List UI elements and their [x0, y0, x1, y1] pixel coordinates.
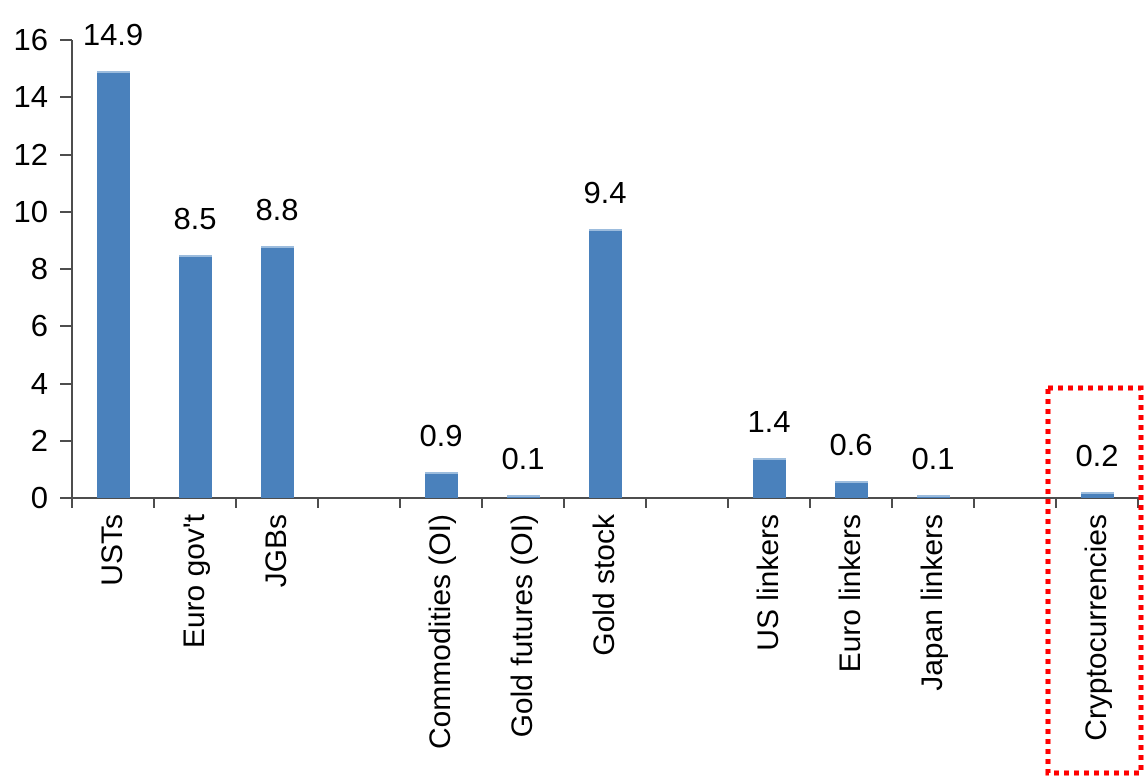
x-axis-tick [71, 498, 73, 508]
bar-us-linkers [752, 457, 786, 498]
x-axis-line [71, 497, 1139, 499]
y-axis-tick [60, 153, 72, 156]
bar-value-label: 9.4 [583, 174, 627, 210]
y-axis-line [71, 40, 73, 499]
bar-commodities-oi [424, 472, 458, 498]
y-axis-tick [60, 439, 72, 442]
x-axis-tick [891, 498, 893, 508]
bar-euro-linkers [834, 480, 868, 498]
category-label-gold-stock: Gold stock [588, 514, 621, 656]
y-axis-tick [60, 497, 72, 499]
x-axis-tick [399, 498, 401, 508]
y-axis-tick [60, 96, 72, 99]
bar-jgbs [260, 246, 294, 498]
category-label-japan-linkers: Japan linkers [916, 514, 949, 691]
category-label-cryptocurrencies: Cryptocurrencies [1080, 514, 1113, 741]
category-label-euro-gov-t: Euro gov't [178, 514, 211, 649]
category-label-jgbs: JGBs [260, 514, 293, 588]
y-axis-tick-label: 4 [30, 365, 48, 401]
x-axis-tick [973, 498, 975, 508]
bar-value-label: 14.9 [82, 17, 144, 53]
category-label-euro-linkers: Euro linkers [834, 514, 867, 673]
y-axis-tick-label: 8 [30, 251, 48, 286]
category-label-commodities-oi: Commodities (OI) [424, 514, 457, 750]
x-axis-tick [317, 498, 319, 508]
x-axis-tick [481, 498, 483, 508]
bar-value-label: 0.2 [1075, 438, 1119, 474]
y-axis-tick [60, 210, 72, 213]
bar-japan-linkers [916, 495, 950, 498]
y-axis-tick [60, 268, 72, 270]
category-label-usts: USTs [96, 514, 129, 586]
x-axis-tick [1137, 498, 1139, 508]
y-axis-tick-label: 0 [30, 480, 48, 515]
y-axis-tick-label: 10 [13, 193, 48, 229]
bar-gold-futures-oi [506, 495, 540, 498]
x-axis-tick [1055, 498, 1057, 508]
bar-value-label: 0.1 [911, 441, 955, 477]
bar-value-label: 0.1 [501, 441, 545, 477]
y-axis-tick [60, 39, 72, 41]
y-axis-tick [60, 325, 72, 328]
bar-value-label: 1.4 [747, 403, 791, 439]
bar-value-label: 0.9 [419, 418, 463, 454]
category-label-us-linkers: US linkers [752, 514, 785, 651]
x-axis-tick [235, 498, 237, 508]
x-axis-tick [809, 498, 811, 508]
bar-value-label: 0.6 [829, 426, 873, 462]
bar-usts [96, 71, 130, 498]
x-axis-tick [727, 498, 729, 508]
x-axis-tick [563, 498, 565, 508]
y-axis-tick-label: 14 [13, 79, 48, 115]
x-axis-tick [153, 498, 155, 508]
y-axis-tick-label: 12 [13, 136, 48, 172]
y-axis-tick-label: 2 [30, 422, 48, 458]
bar-value-label: 8.5 [173, 200, 217, 236]
bar-euro-gov-t [178, 254, 212, 498]
bar-value-label: 8.8 [255, 192, 299, 228]
bar-cryptocurrencies [1080, 492, 1114, 498]
y-axis-tick-label: 16 [13, 22, 48, 57]
x-axis-tick [645, 498, 647, 508]
bar-gold-stock [588, 228, 622, 498]
y-axis-tick [60, 382, 72, 385]
y-axis-tick-label: 6 [30, 308, 48, 344]
category-label-gold-futures-oi: Gold futures (OI) [506, 514, 539, 738]
